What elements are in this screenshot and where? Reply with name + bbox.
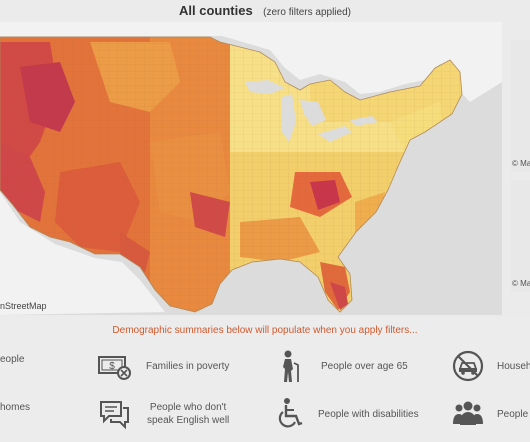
summary-label: People over age 65 bbox=[321, 360, 408, 372]
hawaii-inset-map[interactable]: © Ma bbox=[511, 180, 530, 292]
summary-label: People bbox=[497, 408, 529, 420]
summary-people-with-disabilities: People with disabilities bbox=[272, 397, 419, 431]
elderly-person-icon bbox=[272, 349, 308, 383]
us-border bbox=[0, 36, 463, 313]
map-attribution[interactable]: nStreetMap bbox=[0, 301, 47, 311]
group-people-icon bbox=[450, 397, 486, 431]
summary-families-in-poverty: $ Families in poverty bbox=[96, 349, 229, 383]
no-car-icon bbox=[450, 349, 486, 383]
summary-households-no-car: Househ bbox=[450, 349, 530, 383]
money-cross-icon: $ bbox=[96, 349, 132, 383]
filter-instruction-message: Demographic summaries below will populat… bbox=[112, 325, 418, 336]
summary-homes: homes bbox=[0, 401, 30, 414]
summary-people: eople bbox=[0, 353, 24, 366]
summary-people-group: People bbox=[450, 397, 528, 431]
summary-limited-english: People who don't speak English well bbox=[96, 397, 229, 431]
alaska-inset-map[interactable]: © Ma bbox=[511, 40, 530, 172]
page-title: All counties bbox=[179, 3, 253, 18]
speech-bubble-icon bbox=[96, 397, 132, 431]
demographic-summary-panel: Demographic summaries below will populat… bbox=[0, 317, 530, 442]
county-choropleth-map[interactable]: nStreetMap bbox=[0, 22, 502, 315]
wheelchair-icon bbox=[272, 397, 308, 431]
summary-label: People who don't speak English well bbox=[147, 402, 230, 426]
title-bar: All counties (zero filters applied) bbox=[0, 0, 530, 22]
filter-status-subtitle: (zero filters applied) bbox=[263, 7, 351, 18]
map-canvas[interactable] bbox=[0, 22, 502, 315]
summary-label: eople bbox=[0, 354, 25, 365]
mexico-land bbox=[0, 192, 165, 315]
summary-label: People with disabilities bbox=[318, 408, 419, 420]
great-lakes bbox=[245, 80, 378, 142]
canada-land bbox=[0, 22, 502, 102]
summary-people-over-65: People over age 65 bbox=[272, 349, 408, 383]
summary-label: Families in poverty bbox=[146, 360, 230, 372]
inset-attribution[interactable]: © Ma bbox=[512, 159, 530, 168]
summary-label: Househ bbox=[497, 360, 530, 372]
summary-label: homes bbox=[0, 402, 31, 413]
svg-text:$: $ bbox=[109, 361, 115, 372]
inset-attribution[interactable]: © Ma bbox=[512, 279, 530, 288]
